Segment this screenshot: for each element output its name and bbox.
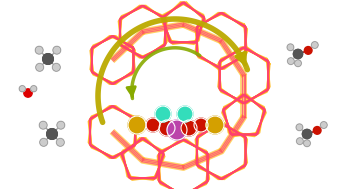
Circle shape xyxy=(128,116,146,134)
Circle shape xyxy=(295,60,301,67)
Circle shape xyxy=(47,129,57,139)
Circle shape xyxy=(53,46,61,54)
Circle shape xyxy=(294,50,303,59)
Circle shape xyxy=(36,64,44,71)
Circle shape xyxy=(206,116,224,134)
Circle shape xyxy=(288,58,294,64)
Circle shape xyxy=(57,138,64,146)
Circle shape xyxy=(40,138,48,146)
Circle shape xyxy=(43,54,53,64)
Circle shape xyxy=(296,138,303,145)
Circle shape xyxy=(287,44,294,51)
Circle shape xyxy=(296,124,303,131)
Circle shape xyxy=(320,122,327,128)
Circle shape xyxy=(31,86,37,92)
Circle shape xyxy=(19,86,25,92)
Circle shape xyxy=(39,121,47,129)
Circle shape xyxy=(167,120,187,140)
Circle shape xyxy=(52,64,60,71)
Circle shape xyxy=(35,46,43,54)
Circle shape xyxy=(304,46,312,54)
Circle shape xyxy=(303,129,312,139)
Circle shape xyxy=(304,140,310,147)
Circle shape xyxy=(181,120,197,136)
Circle shape xyxy=(146,118,160,132)
Circle shape xyxy=(303,129,312,139)
Circle shape xyxy=(155,106,171,122)
Circle shape xyxy=(194,118,208,132)
Circle shape xyxy=(47,129,57,139)
Circle shape xyxy=(24,89,32,97)
Circle shape xyxy=(313,127,321,134)
Circle shape xyxy=(294,50,303,59)
Circle shape xyxy=(43,54,53,64)
Circle shape xyxy=(177,106,193,122)
Circle shape xyxy=(57,121,65,129)
Circle shape xyxy=(159,120,175,136)
Circle shape xyxy=(312,42,318,48)
